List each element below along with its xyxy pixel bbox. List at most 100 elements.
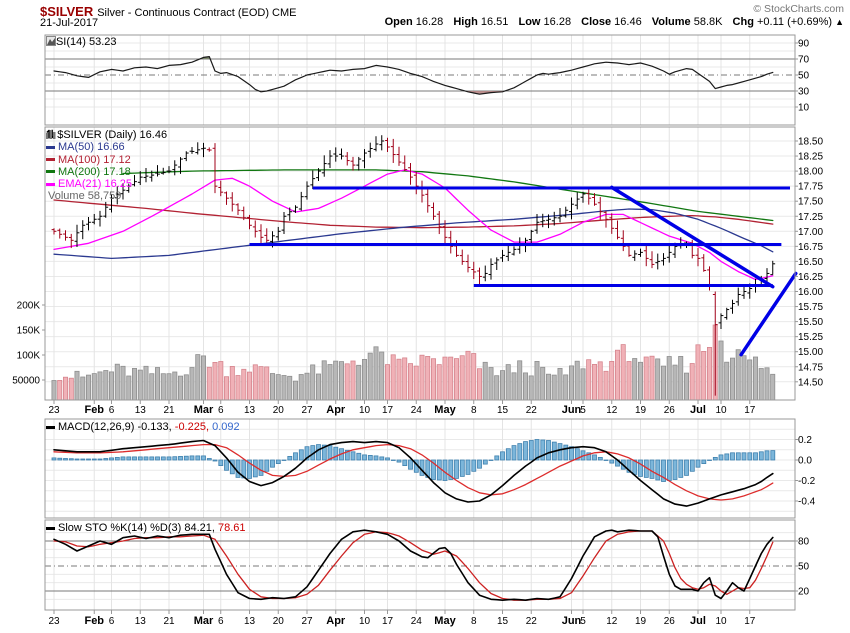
svg-text:13: 13 <box>135 405 147 416</box>
ma100-swatch <box>46 158 55 162</box>
chart-header: $SILVER Silver - Continuous Contract (EOD… <box>40 3 297 21</box>
copyright: © StockCharts.com <box>753 3 844 15</box>
macd-swatch <box>46 425 55 429</box>
svg-text:15.50: 15.50 <box>798 317 823 328</box>
svg-text:80: 80 <box>798 537 810 548</box>
svg-text:19: 19 <box>635 616 647 627</box>
svg-text:May: May <box>434 404 456 416</box>
ema21-legend-row: EMA(21) 16.25 <box>46 178 167 190</box>
svg-text:13: 13 <box>244 616 256 627</box>
chart-date: 21-Jul-2017 <box>40 17 99 29</box>
svg-text:10: 10 <box>715 616 727 627</box>
svg-text:17: 17 <box>382 616 394 627</box>
svg-text:50000: 50000 <box>12 376 40 387</box>
ema21-swatch <box>46 182 55 186</box>
svg-text:10: 10 <box>798 103 810 114</box>
sto-d-value: 78.61 <box>217 522 246 534</box>
ma200-swatch <box>46 170 55 174</box>
svg-text:20: 20 <box>273 616 285 627</box>
svg-text:23: 23 <box>48 616 60 627</box>
close-value: 16.46 <box>614 16 642 28</box>
macd-label: MACD(12,26,9) -0.133, <box>58 421 172 433</box>
svg-text:10: 10 <box>715 405 727 416</box>
svg-text:23: 23 <box>48 405 60 416</box>
quote-line: Open 16.28 High 16.51 Low 16.28 Close 16… <box>378 16 844 28</box>
svg-text:200K: 200K <box>17 301 41 312</box>
svg-text:12: 12 <box>606 405 618 416</box>
svg-text:15: 15 <box>497 616 509 627</box>
ma100-label: MA(100) 17.12 <box>58 153 131 166</box>
svg-text:16.50: 16.50 <box>798 257 823 268</box>
svg-text:13: 13 <box>244 405 256 416</box>
volume-legend-label: Volume 58,759 <box>48 190 122 203</box>
svg-text:14.50: 14.50 <box>798 377 823 388</box>
svg-text:17.00: 17.00 <box>798 227 823 238</box>
svg-text:50: 50 <box>798 561 810 572</box>
svg-text:10: 10 <box>359 405 371 416</box>
svg-text:26: 26 <box>664 616 676 627</box>
rsi-legend-label: RSI(14) 53.23 <box>48 36 117 48</box>
svg-text:-0.4: -0.4 <box>798 497 816 508</box>
svg-text:22: 22 <box>526 616 538 627</box>
symbol-description: Silver - Continuous Contract (EOD) CME <box>97 7 297 19</box>
svg-text:6: 6 <box>218 616 224 627</box>
ema21-label: EMA(21) 16.25 <box>58 178 132 191</box>
svg-text:150K: 150K <box>17 326 41 337</box>
svg-text:20: 20 <box>273 405 285 416</box>
open-value: 16.28 <box>415 16 444 28</box>
svg-text:Jul: Jul <box>690 404 706 416</box>
svg-text:27: 27 <box>301 616 313 627</box>
price-legend: ⇅$SILVER (Daily) 16.46 MA(50) 16.66 MA(1… <box>46 129 167 203</box>
svg-text:15.75: 15.75 <box>798 302 823 313</box>
price-legend-title: $SILVER (Daily) 16.46 <box>57 129 168 141</box>
svg-text:100K: 100K <box>17 351 41 362</box>
svg-text:30: 30 <box>798 87 810 98</box>
svg-text:17: 17 <box>744 405 756 416</box>
svg-text:Feb: Feb <box>84 404 104 416</box>
svg-text:Mar: Mar <box>194 615 214 627</box>
volume-label: Volume <box>651 16 691 28</box>
svg-text:May: May <box>434 615 456 627</box>
svg-text:16.25: 16.25 <box>798 272 823 283</box>
svg-text:17.50: 17.50 <box>798 197 823 208</box>
svg-text:Jul: Jul <box>690 615 706 627</box>
close-label: Close <box>581 16 612 28</box>
price-legend-title-row: ⇅$SILVER (Daily) 16.46 <box>46 129 167 141</box>
svg-text:24: 24 <box>411 616 423 627</box>
chg-value: +0.11 (+0.69%) <box>757 16 833 28</box>
svg-text:17.25: 17.25 <box>798 212 823 223</box>
svg-text:17.75: 17.75 <box>798 182 823 193</box>
svg-text:18.25: 18.25 <box>798 152 823 163</box>
svg-text:14.75: 14.75 <box>798 362 823 373</box>
ma50-legend-row: MA(50) 16.66 <box>46 141 167 153</box>
macd-hist-value: 0.092 <box>212 421 240 433</box>
volume-value: 58.8K <box>693 16 723 28</box>
svg-text:8: 8 <box>471 405 477 416</box>
high-value: 16.51 <box>480 16 509 28</box>
svg-text:6: 6 <box>109 405 115 416</box>
ma50-label: MA(50) 16.66 <box>58 141 125 154</box>
svg-text:6: 6 <box>218 405 224 416</box>
svg-text:16.00: 16.00 <box>798 287 823 298</box>
svg-text:15.25: 15.25 <box>798 332 823 343</box>
low-label: Low <box>518 16 541 28</box>
svg-text:70: 70 <box>798 55 810 66</box>
svg-text:13: 13 <box>135 616 147 627</box>
svg-text:6: 6 <box>109 616 115 627</box>
svg-text:-0.2: -0.2 <box>798 476 816 487</box>
low-value: 16.28 <box>543 16 572 28</box>
macd-signal-value: -0.225, <box>174 421 210 433</box>
high-label: High <box>453 16 478 28</box>
svg-text:16.75: 16.75 <box>798 242 823 253</box>
svg-text:15.00: 15.00 <box>798 347 823 358</box>
svg-text:22: 22 <box>526 405 538 416</box>
volume-legend-row: Volume 58,759 <box>46 130 167 203</box>
svg-text:5: 5 <box>580 405 586 416</box>
svg-text:Jun: Jun <box>562 615 582 627</box>
svg-text:26: 26 <box>664 405 676 416</box>
svg-text:27: 27 <box>301 405 313 416</box>
ma200-label: MA(200) 17.18 <box>58 165 131 178</box>
svg-text:17: 17 <box>382 405 394 416</box>
svg-text:Apr: Apr <box>326 615 346 627</box>
symbol-title: $SILVER <box>40 4 94 19</box>
